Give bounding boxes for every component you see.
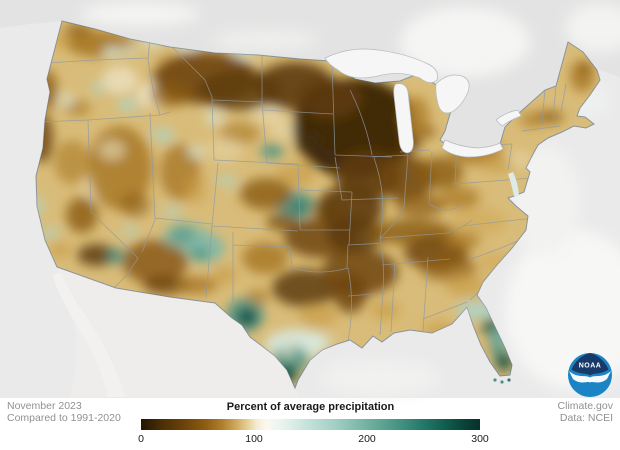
legend-tick-100: 100 <box>245 433 263 445</box>
seagull-icon <box>569 371 611 383</box>
date-caption: November 2023 Compared to 1991-2020 <box>7 400 121 424</box>
noaa-logo-text: NOAA <box>579 363 602 370</box>
chesapeake-bay <box>508 172 519 196</box>
color-legend: Percent of average precipitation <box>141 401 480 430</box>
mexico-landmass <box>52 267 299 397</box>
legend-tick-200: 200 <box>358 433 376 445</box>
lake-erie <box>441 139 504 158</box>
baseline-label: Compared to 1991-2020 <box>7 412 121 424</box>
lake-huron <box>435 74 470 114</box>
data-source-label: Data: NCEI <box>559 412 613 424</box>
source-caption: Climate.gov Data: NCEI <box>558 400 613 424</box>
baja-peninsula <box>52 272 125 397</box>
noaa-logo-top-field <box>571 353 609 376</box>
lake-superior <box>324 48 438 83</box>
legend-title: Percent of average precipitation <box>226 401 395 413</box>
legend-tick-300: 300 <box>471 433 489 445</box>
lake-michigan <box>393 83 414 154</box>
legend-colorbar <box>141 419 480 430</box>
florida-keys <box>500 380 504 384</box>
coastal-details <box>493 172 519 384</box>
state-borders <box>36 36 567 351</box>
site-label: Climate.gov <box>557 400 613 412</box>
us-landmass <box>35 20 601 390</box>
great-lakes <box>324 48 522 158</box>
florida-keys <box>493 378 497 382</box>
period-label: November 2023 <box>7 400 82 412</box>
florida-keys <box>507 378 511 382</box>
coastal-water-highlights <box>320 145 620 396</box>
lake-ontario <box>495 109 522 127</box>
noaa-logo: NOAA <box>568 353 612 397</box>
legend-tick-0: 0 <box>138 433 144 445</box>
